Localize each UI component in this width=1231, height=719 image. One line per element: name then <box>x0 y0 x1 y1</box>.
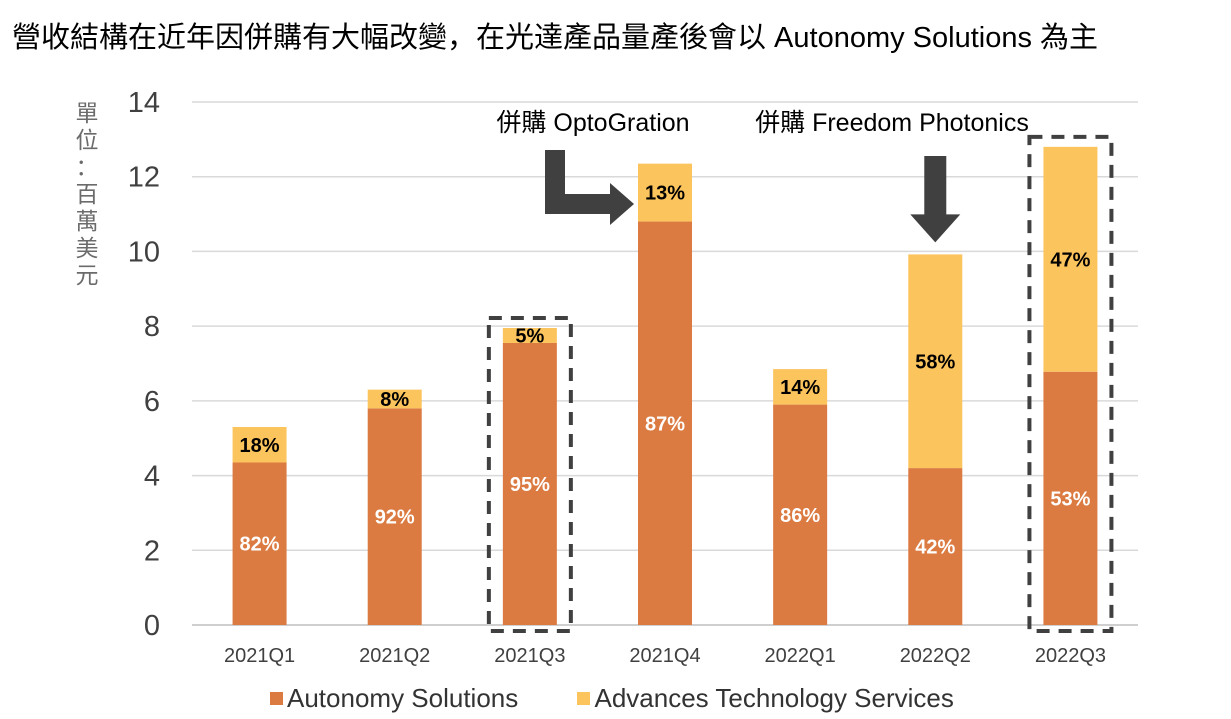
y-tick-label: 6 <box>144 386 160 418</box>
y-axis-label-char: 元 <box>75 262 99 288</box>
data-label-autonomy: 53% <box>1050 488 1090 510</box>
bar-ats <box>773 369 828 405</box>
annotation-freedom: 併購 Freedom Photonics <box>755 109 1029 137</box>
legend-item-ats: Advances Technology Services <box>577 683 954 714</box>
x-tick-label: 2022Q3 <box>1035 645 1106 667</box>
bar-ats <box>232 427 287 463</box>
annotation-optogration: 併購 OptoGration <box>496 109 689 137</box>
legend-swatch-autonomy <box>270 692 283 705</box>
data-label-ats: 13% <box>645 183 685 205</box>
bar-autonomy <box>908 468 963 625</box>
y-axis-label: 單位：百萬美元 <box>72 100 102 289</box>
bar-autonomy <box>773 404 828 625</box>
y-axis-label-char: 萬 <box>75 208 99 234</box>
y-axis-label-char: ： <box>75 154 99 180</box>
legend-swatch-ats <box>577 692 591 705</box>
y-tick-label: 2 <box>144 535 160 567</box>
x-tick-label: 2021Q1 <box>224 645 295 667</box>
y-axis-label-char: 百 <box>75 181 99 207</box>
bar-autonomy <box>502 342 557 625</box>
bar-ats <box>1043 146 1098 372</box>
legend-label-autonomy: Autonomy Solutions <box>287 683 519 713</box>
legend: Autonomy Solutions Advances Technology S… <box>270 683 1006 714</box>
legend-item-autonomy: Autonomy Solutions <box>270 683 518 714</box>
data-label-ats: 58% <box>915 351 955 373</box>
arrow-optogration <box>545 150 634 225</box>
arrow-freedom <box>910 156 961 243</box>
y-tick-label: 0 <box>144 610 160 642</box>
y-tick-label: 14 <box>128 87 160 119</box>
data-label-autonomy: 42% <box>915 537 955 559</box>
x-tick-label: 2021Q3 <box>494 645 565 667</box>
x-tick-label: 2021Q2 <box>359 645 430 667</box>
data-label-autonomy: 95% <box>510 474 550 496</box>
data-label-ats: 14% <box>780 377 820 399</box>
y-tick-label: 4 <box>144 461 160 493</box>
bar-autonomy <box>638 221 692 626</box>
x-tick-label: 2022Q2 <box>900 645 971 667</box>
bar-autonomy <box>1043 371 1098 625</box>
data-label-autonomy: 82% <box>240 534 280 556</box>
bar-autonomy <box>367 408 422 625</box>
data-label-ats: 5% <box>515 325 544 347</box>
data-label-autonomy: 86% <box>780 505 820 527</box>
y-axis-label-char: 單 <box>75 100 99 126</box>
y-axis-label-char: 美 <box>75 235 99 261</box>
data-label-ats: 47% <box>1050 249 1090 271</box>
bar-ats <box>908 254 963 469</box>
y-axis-label-char: 位 <box>75 127 99 153</box>
bar-ats <box>638 163 692 222</box>
data-label-autonomy: 92% <box>375 507 415 529</box>
y-tick-label: 10 <box>128 236 160 268</box>
data-label-ats: 18% <box>240 435 280 457</box>
bar-ats <box>367 389 422 409</box>
y-tick-label: 8 <box>144 311 160 343</box>
bar-ats <box>502 328 557 343</box>
bar-autonomy <box>232 462 287 625</box>
chart-title: 營收結構在近年因併購有大幅改變，在光達產品量產後會以 Autonomy Solu… <box>12 22 1099 54</box>
x-tick-label: 2022Q1 <box>765 645 836 667</box>
x-tick-label: 2021Q4 <box>629 645 700 667</box>
data-label-ats: 8% <box>380 389 409 411</box>
y-tick-label: 12 <box>128 162 160 194</box>
legend-label-ats: Advances Technology Services <box>594 683 954 713</box>
highlight-box <box>1027 134 1114 633</box>
data-label-autonomy: 87% <box>645 413 685 435</box>
